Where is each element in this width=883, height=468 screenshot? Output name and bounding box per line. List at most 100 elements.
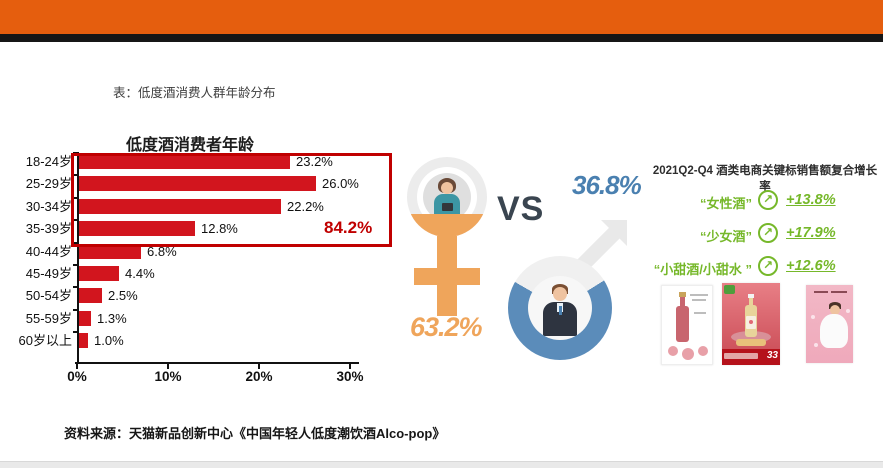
- bar: [79, 221, 195, 237]
- product-image-2: 33: [722, 283, 780, 365]
- bar-category-label: 35-39岁: [25, 221, 72, 237]
- bar: [79, 243, 141, 259]
- y-tick: [73, 241, 77, 244]
- male-avatar: [528, 276, 592, 340]
- y-tick: [73, 331, 77, 334]
- growth-value: +13.8%: [786, 192, 836, 208]
- product3-text-line: [831, 291, 847, 293]
- y-tick: [73, 196, 77, 199]
- product-image-1: [661, 285, 713, 365]
- female-symbol-circle: [407, 157, 487, 237]
- bar: [79, 266, 119, 281]
- x-tick: [349, 364, 351, 369]
- table-caption: 表：低度酒消费人群年龄分布: [113, 86, 276, 100]
- product1-item: [682, 348, 694, 360]
- x-tick-label: 10%: [154, 369, 182, 384]
- bar-value: 1.3%: [97, 310, 127, 326]
- product1-text-line: [690, 294, 708, 296]
- bar: [79, 310, 91, 326]
- growth-label: “女性酒”: [699, 196, 752, 211]
- bottom-strip: [0, 461, 883, 468]
- y-tick: [73, 308, 77, 311]
- top-accent-bar: [0, 0, 883, 34]
- female-avatar-tablet: [442, 203, 453, 211]
- up-right-arrow-icon: ↗: [758, 190, 778, 210]
- product2-price: 33: [766, 350, 778, 361]
- female-avatar-face: [441, 182, 453, 194]
- x-axis: [75, 362, 359, 364]
- product2-bottle: [749, 297, 753, 306]
- product1-bottle: [680, 296, 685, 307]
- bar-value: 23.2%: [296, 154, 333, 169]
- product3-petal: [811, 315, 815, 319]
- bar-category-label: 55-59岁: [25, 310, 72, 326]
- growth-label: “少女酒”: [699, 229, 752, 244]
- male-arrow-head-icon: [601, 220, 627, 246]
- product2-badge: [724, 285, 735, 294]
- x-tick: [258, 364, 260, 369]
- growth-title: 2021Q2-Q4 酒类电商关键标销售额复合增长率: [652, 165, 878, 193]
- product1-bottle-cap: [679, 292, 686, 297]
- bar-category-label: 60岁以上: [18, 333, 72, 349]
- growth-value: +17.9%: [786, 225, 836, 241]
- bar-value: 6.8%: [147, 243, 177, 259]
- male-symbol-donut: [508, 256, 612, 360]
- bar-category-label: 45-49岁: [25, 266, 72, 281]
- growth-label: “小甜酒/小甜水 ”: [653, 262, 752, 277]
- female-symbol-crossbar: [414, 268, 480, 285]
- product1-text-line: [694, 312, 706, 314]
- bar: [79, 288, 102, 304]
- male-share-value: 36.8%: [572, 170, 642, 200]
- highlight-box: [71, 153, 392, 247]
- product2-bottle-label-art: [749, 320, 753, 324]
- x-tick-label: 0%: [67, 369, 87, 384]
- up-right-arrow-icon: ↗: [758, 223, 778, 243]
- male-avatar-tie: [559, 306, 562, 315]
- product2-bottle-cap: [748, 294, 754, 298]
- y-tick: [73, 174, 77, 177]
- y-tick: [73, 286, 77, 289]
- product1-bottle-body: [676, 306, 689, 342]
- product3-model: [830, 305, 840, 315]
- bar-value: 4.4%: [125, 266, 155, 281]
- bar-value: 1.0%: [94, 333, 124, 349]
- bar-category-label: 40-44岁: [25, 243, 72, 259]
- product3-petal: [814, 343, 818, 347]
- bar-category-label: 18-24岁: [25, 154, 72, 169]
- bar: [79, 198, 281, 214]
- growth-value: +12.6%: [786, 258, 836, 274]
- product1-text-line: [692, 299, 706, 301]
- bar: [79, 333, 88, 349]
- bar-category-label: 25-29岁: [25, 176, 72, 192]
- bar-category-label: 50-54岁: [25, 288, 72, 304]
- top-divider: [0, 34, 883, 42]
- product3-model-dress: [820, 314, 848, 348]
- product1-item: [698, 346, 708, 356]
- female-symbol-chord: [407, 214, 487, 237]
- product3-petal: [846, 309, 850, 313]
- bar-value: 2.5%: [108, 288, 138, 304]
- highlight-value: 84.2%: [324, 218, 373, 237]
- product-image-3: [806, 285, 853, 363]
- bar-value: 22.2%: [287, 198, 324, 214]
- x-tick-label: 30%: [336, 369, 364, 384]
- product2-promo-pill: [736, 339, 766, 346]
- product1-item: [668, 346, 678, 356]
- x-tick: [167, 364, 169, 369]
- y-tick: [73, 264, 77, 266]
- x-tick: [76, 364, 78, 369]
- product2-banner-text: [724, 353, 758, 359]
- bar-value: 12.8%: [201, 221, 238, 237]
- bar: [79, 154, 290, 169]
- bar-value: 26.0%: [322, 176, 359, 192]
- source-note: 资料来源：天猫新品创新中心《中国年轻人低度潮饮酒Alco-pop》: [64, 426, 446, 441]
- y-tick: [73, 219, 77, 222]
- y-axis: [77, 152, 79, 364]
- bar: [79, 176, 316, 192]
- female-avatar: [423, 173, 471, 221]
- product3-text-line: [814, 291, 828, 293]
- vs-label: VS: [497, 190, 545, 228]
- female-share-value: 63.2%: [410, 312, 483, 342]
- x-tick-label: 20%: [245, 369, 273, 384]
